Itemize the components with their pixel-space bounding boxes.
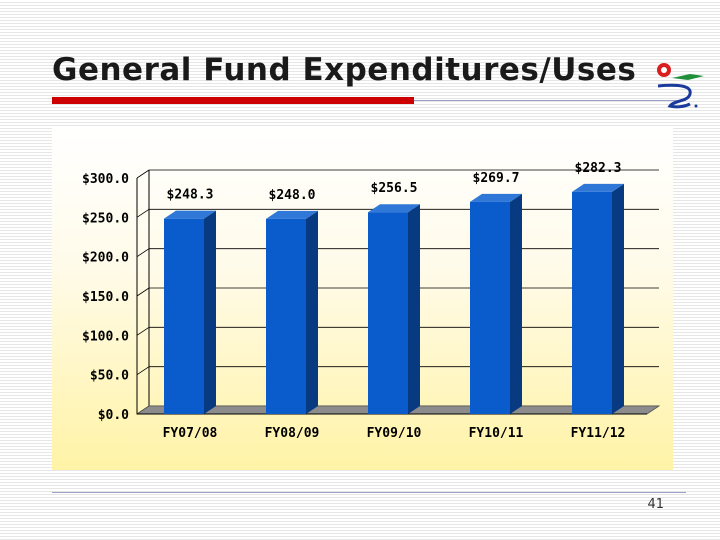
title-underline-red bbox=[52, 97, 414, 104]
bar bbox=[368, 212, 408, 414]
bar-side bbox=[612, 183, 624, 414]
data-label: $269.7 bbox=[473, 171, 520, 186]
gridline-side bbox=[136, 169, 150, 179]
bar bbox=[470, 201, 510, 414]
gridline-side bbox=[136, 209, 150, 218]
y-tick-label: $0.0 bbox=[98, 408, 129, 423]
footer-divider bbox=[52, 492, 686, 493]
bar-top bbox=[470, 193, 522, 202]
gridline-side bbox=[136, 366, 150, 375]
data-label: $282.3 bbox=[575, 161, 622, 176]
x-tick-label: FY10/11 bbox=[469, 426, 524, 441]
bar-top bbox=[368, 204, 420, 213]
data-label: $256.5 bbox=[371, 181, 418, 196]
bar bbox=[572, 191, 612, 414]
bar-top bbox=[164, 210, 216, 219]
x-tick-label: FY08/09 bbox=[265, 426, 320, 441]
y-tick-label: $200.0 bbox=[82, 251, 129, 266]
title-underline-thin bbox=[414, 100, 686, 101]
logo-icon bbox=[657, 63, 704, 109]
bar-side bbox=[306, 210, 318, 414]
y-tick-label: $100.0 bbox=[82, 329, 129, 344]
bar-side bbox=[204, 210, 216, 414]
data-label: $248.0 bbox=[269, 188, 316, 203]
bar bbox=[266, 218, 306, 414]
bar-top bbox=[572, 183, 624, 192]
bar bbox=[164, 218, 204, 414]
bar-top bbox=[266, 210, 318, 219]
y-tick-label: $50.0 bbox=[90, 369, 129, 384]
y-tick-label: $300.0 bbox=[82, 172, 129, 187]
y-tick-label: $150.0 bbox=[82, 290, 129, 305]
chart-panel: $0.0 $50.0 $100.0 $150.0 $200.0 $250.0 $300.0 $… bbox=[52, 128, 673, 470]
x-tick-label: FY11/12 bbox=[571, 426, 626, 441]
bar-side bbox=[408, 204, 420, 414]
bar-chart: $0.0 $50.0 $100.0 $150.0 $200.0 $250.0 $300.0 $… bbox=[82, 161, 661, 441]
data-label: $248.3 bbox=[167, 188, 214, 203]
bar-side bbox=[510, 193, 522, 414]
slide-title: General Fund Expenditures/Uses bbox=[52, 52, 637, 88]
gridline-side bbox=[136, 287, 150, 297]
gridline-side bbox=[136, 327, 150, 336]
x-tick-label: FY07/08 bbox=[163, 426, 218, 441]
page-number: 41 bbox=[647, 497, 664, 512]
gridline-side bbox=[136, 248, 150, 257]
y-tick-label: $250.0 bbox=[82, 211, 129, 226]
x-tick-label: FY09/10 bbox=[367, 426, 422, 441]
